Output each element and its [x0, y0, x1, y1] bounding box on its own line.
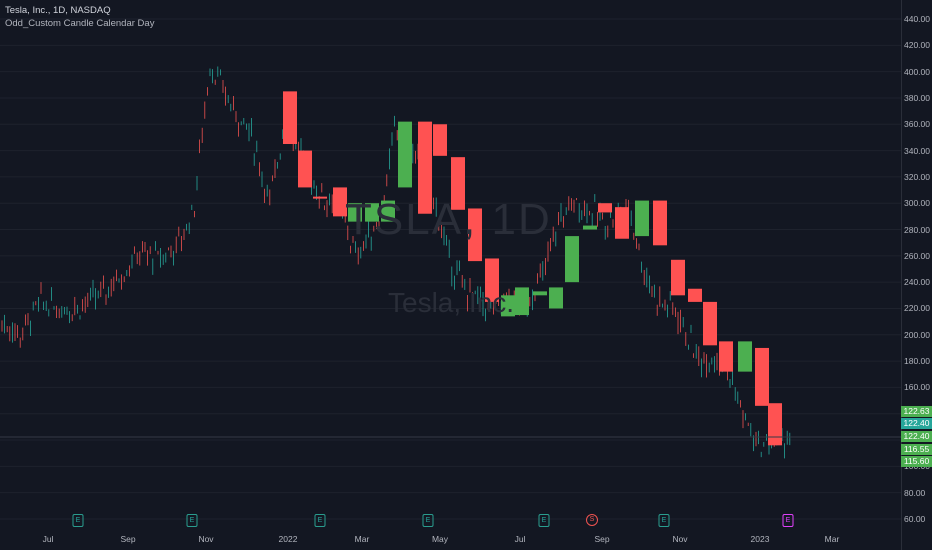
- x-tick-label: Jul: [42, 534, 54, 544]
- price-tag: 116.55: [901, 444, 932, 455]
- calendar-candle: [688, 288, 702, 302]
- calendar-candle: [398, 121, 412, 188]
- earnings-event-icon[interactable]: E: [658, 514, 670, 527]
- x-tick-label: Sep: [594, 534, 610, 544]
- calendar-candle: [485, 258, 499, 302]
- calendar-candle: [533, 291, 547, 296]
- y-tick-label: 60.00: [904, 514, 926, 524]
- calendar-candle: [451, 157, 465, 210]
- price-tag: 122.40: [901, 418, 932, 429]
- earnings-event-icon[interactable]: E: [314, 514, 326, 527]
- earnings-event-icon[interactable]: E: [422, 514, 434, 527]
- symbol-title[interactable]: Tesla, Inc., 1D, NASDAQ: [5, 5, 111, 16]
- calendar-candle: [719, 341, 733, 372]
- earnings-event-icon[interactable]: E: [72, 514, 84, 527]
- x-tick-label: Nov: [198, 534, 214, 544]
- calendar-candle: [283, 91, 297, 144]
- y-tick-label: 440.00: [904, 14, 930, 24]
- calendar-candle: [433, 124, 447, 156]
- x-tick-label: 2022: [278, 534, 298, 544]
- calendar-candle: [653, 200, 667, 246]
- price-tag: 115.60: [901, 456, 932, 467]
- calendar-candle: [381, 200, 395, 222]
- indicator-title[interactable]: Odd_Custom Candle Calendar Day: [5, 18, 155, 29]
- price-axis[interactable]: [901, 0, 932, 550]
- y-tick-label: 80.00: [904, 487, 926, 498]
- x-tick-label: Jul: [514, 534, 526, 544]
- calendar-candle: [671, 259, 685, 296]
- x-tick-label: Nov: [672, 534, 688, 544]
- dividend-event-icon[interactable]: S: [586, 514, 598, 526]
- y-tick-label: 380.00: [904, 92, 930, 103]
- calendar-candle: [615, 207, 629, 239]
- calendar-candle: [635, 200, 649, 237]
- y-tick-label: 300.00: [904, 198, 930, 209]
- calendar-candle: [333, 187, 347, 217]
- calendar-candles: [283, 91, 782, 446]
- x-tick-label: Mar: [354, 534, 370, 544]
- y-tick-label: 360.00: [904, 119, 930, 130]
- y-tick-label: 220.00: [904, 303, 930, 314]
- earnings-event-icon[interactable]: E: [186, 514, 198, 527]
- y-tick-label: 200.00: [904, 329, 930, 340]
- chart-grid: [0, 18, 901, 520]
- calendar-candle: [583, 225, 597, 230]
- x-tick-label: Sep: [120, 534, 136, 544]
- watermark-ticker: TSLA, 1D: [345, 195, 552, 244]
- price-tag: 122.63: [901, 406, 932, 417]
- y-tick-label: 320.00: [904, 171, 930, 182]
- calendar-candle: [313, 196, 327, 199]
- price-tag: 122.40: [901, 431, 932, 442]
- calendar-candle: [598, 203, 612, 213]
- calendar-candle: [418, 121, 432, 214]
- y-tick-label: 180.00: [904, 356, 930, 367]
- calendar-candle: [298, 150, 312, 188]
- calendar-candle: [501, 295, 515, 317]
- earnings-event-icon[interactable]: E: [782, 514, 794, 527]
- y-tick-label: 260.00: [904, 250, 930, 261]
- y-tick-label: 420.00: [904, 40, 930, 51]
- x-tick-label: Mar: [824, 534, 840, 544]
- y-tick-label: 160.00: [904, 382, 930, 393]
- y-tick-label: 340.00: [904, 145, 930, 156]
- calendar-candle: [549, 287, 563, 309]
- earnings-event-icon[interactable]: E: [538, 514, 550, 527]
- calendar-candle: [755, 347, 769, 406]
- y-tick-label: 400.00: [904, 66, 930, 77]
- watermark-name: Tesla, Inc.: [388, 287, 515, 318]
- calendar-candle: [565, 236, 579, 283]
- calendar-candle: [738, 341, 752, 372]
- calendar-candle: [365, 203, 379, 222]
- calendar-candle: [468, 208, 482, 262]
- calendar-candle: [703, 301, 717, 346]
- y-tick-label: 240.00: [904, 277, 930, 288]
- calendar-candle: [768, 403, 782, 446]
- calendar-candle: [515, 287, 529, 316]
- x-tick-label: 2023: [750, 534, 770, 544]
- x-tick-label: May: [431, 534, 449, 544]
- calendar-candle: [348, 203, 362, 222]
- y-tick-label: 280.00: [904, 224, 930, 235]
